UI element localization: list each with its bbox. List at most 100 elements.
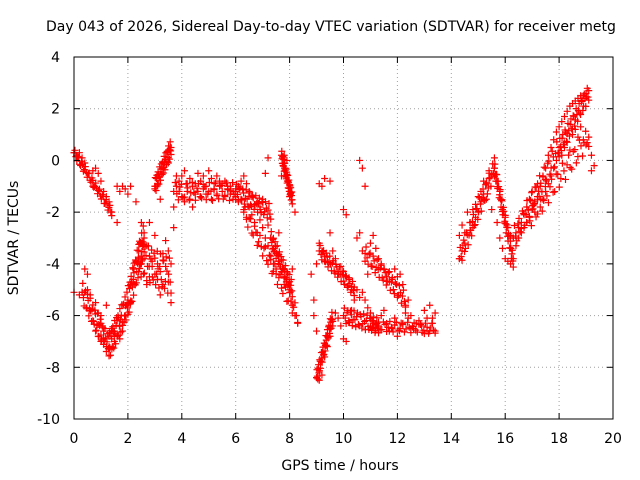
data-point bbox=[315, 376, 323, 384]
data-point bbox=[395, 282, 403, 290]
data-point bbox=[244, 223, 252, 231]
data-point bbox=[135, 268, 143, 276]
data-point bbox=[515, 234, 523, 242]
data-point bbox=[167, 289, 175, 297]
data-point bbox=[382, 281, 390, 289]
data-point bbox=[431, 327, 439, 335]
data-point bbox=[577, 123, 585, 131]
data-point bbox=[248, 211, 256, 219]
data-point bbox=[399, 281, 407, 289]
data-point bbox=[563, 138, 571, 146]
data-point bbox=[582, 102, 590, 110]
x-tick-label: 2 bbox=[123, 431, 132, 447]
data-point bbox=[510, 221, 518, 229]
data-point bbox=[536, 182, 544, 190]
data-point bbox=[544, 199, 552, 207]
data-point bbox=[83, 270, 91, 278]
data-point bbox=[267, 215, 275, 223]
data-point bbox=[116, 187, 124, 195]
data-point bbox=[455, 231, 463, 239]
data-point bbox=[326, 177, 334, 185]
data-point bbox=[253, 229, 261, 237]
y-tick-label: -8 bbox=[46, 360, 60, 376]
data-point bbox=[183, 187, 191, 195]
data-point bbox=[213, 172, 221, 180]
data-point bbox=[318, 358, 326, 366]
x-axis-label: GPS time / hours bbox=[281, 458, 398, 474]
data-point bbox=[92, 327, 100, 335]
data-point bbox=[379, 276, 387, 284]
data-point bbox=[525, 195, 533, 203]
data-point bbox=[123, 288, 131, 296]
data-point bbox=[75, 149, 83, 157]
data-point bbox=[140, 234, 148, 242]
data-point bbox=[531, 208, 539, 216]
data-point bbox=[331, 269, 339, 277]
data-point bbox=[95, 185, 103, 193]
data-point bbox=[490, 164, 498, 172]
data-point bbox=[321, 353, 329, 361]
data-point bbox=[117, 328, 125, 336]
data-point bbox=[566, 120, 574, 128]
data-point bbox=[151, 270, 159, 278]
data-point bbox=[520, 224, 528, 232]
data-point bbox=[183, 180, 191, 188]
data-point bbox=[566, 146, 574, 154]
data-point bbox=[255, 238, 263, 246]
data-point bbox=[560, 112, 568, 120]
data-point bbox=[165, 254, 173, 262]
data-point bbox=[286, 286, 294, 294]
data-point bbox=[95, 186, 103, 194]
data-point bbox=[191, 180, 199, 188]
x-tick-label: 6 bbox=[231, 431, 240, 447]
data-point bbox=[562, 128, 570, 136]
data-point bbox=[282, 164, 290, 172]
data-point bbox=[590, 162, 598, 170]
x-tick-label: 12 bbox=[388, 431, 406, 447]
data-point bbox=[546, 183, 554, 191]
data-point bbox=[264, 154, 272, 162]
data-point bbox=[185, 196, 193, 204]
data-point bbox=[272, 250, 280, 258]
data-point bbox=[198, 194, 206, 202]
data-point bbox=[531, 198, 539, 206]
data-point bbox=[164, 159, 172, 167]
x-tick-label: 4 bbox=[177, 431, 186, 447]
data-point bbox=[255, 194, 263, 202]
data-point bbox=[392, 318, 400, 326]
data-point bbox=[391, 314, 399, 322]
data-point bbox=[322, 249, 330, 257]
data-point bbox=[392, 281, 400, 289]
data-point bbox=[170, 203, 178, 211]
data-point bbox=[321, 175, 329, 183]
data-point bbox=[505, 232, 513, 240]
data-point bbox=[495, 183, 503, 191]
data-point bbox=[560, 167, 568, 175]
data-point bbox=[159, 281, 167, 289]
data-point bbox=[273, 281, 281, 289]
data-point bbox=[326, 332, 334, 340]
data-point bbox=[139, 222, 147, 230]
data-point bbox=[171, 178, 179, 186]
data-point bbox=[549, 188, 557, 196]
data-point bbox=[310, 312, 318, 320]
data-point bbox=[143, 242, 151, 250]
data-point bbox=[337, 322, 345, 330]
data-point bbox=[342, 337, 350, 345]
data-point bbox=[197, 177, 205, 185]
data-point bbox=[179, 194, 187, 202]
data-point bbox=[542, 164, 550, 172]
data-point bbox=[579, 136, 587, 144]
data-point bbox=[407, 312, 415, 320]
data-point bbox=[137, 239, 145, 247]
data-point bbox=[498, 196, 506, 204]
data-point bbox=[523, 203, 531, 211]
data-point bbox=[240, 206, 248, 214]
data-point bbox=[364, 304, 372, 312]
data-point bbox=[265, 200, 273, 208]
data-point bbox=[410, 325, 418, 332]
y-tick-label: 4 bbox=[51, 50, 60, 66]
data-point bbox=[137, 260, 145, 268]
data-point bbox=[358, 247, 366, 255]
